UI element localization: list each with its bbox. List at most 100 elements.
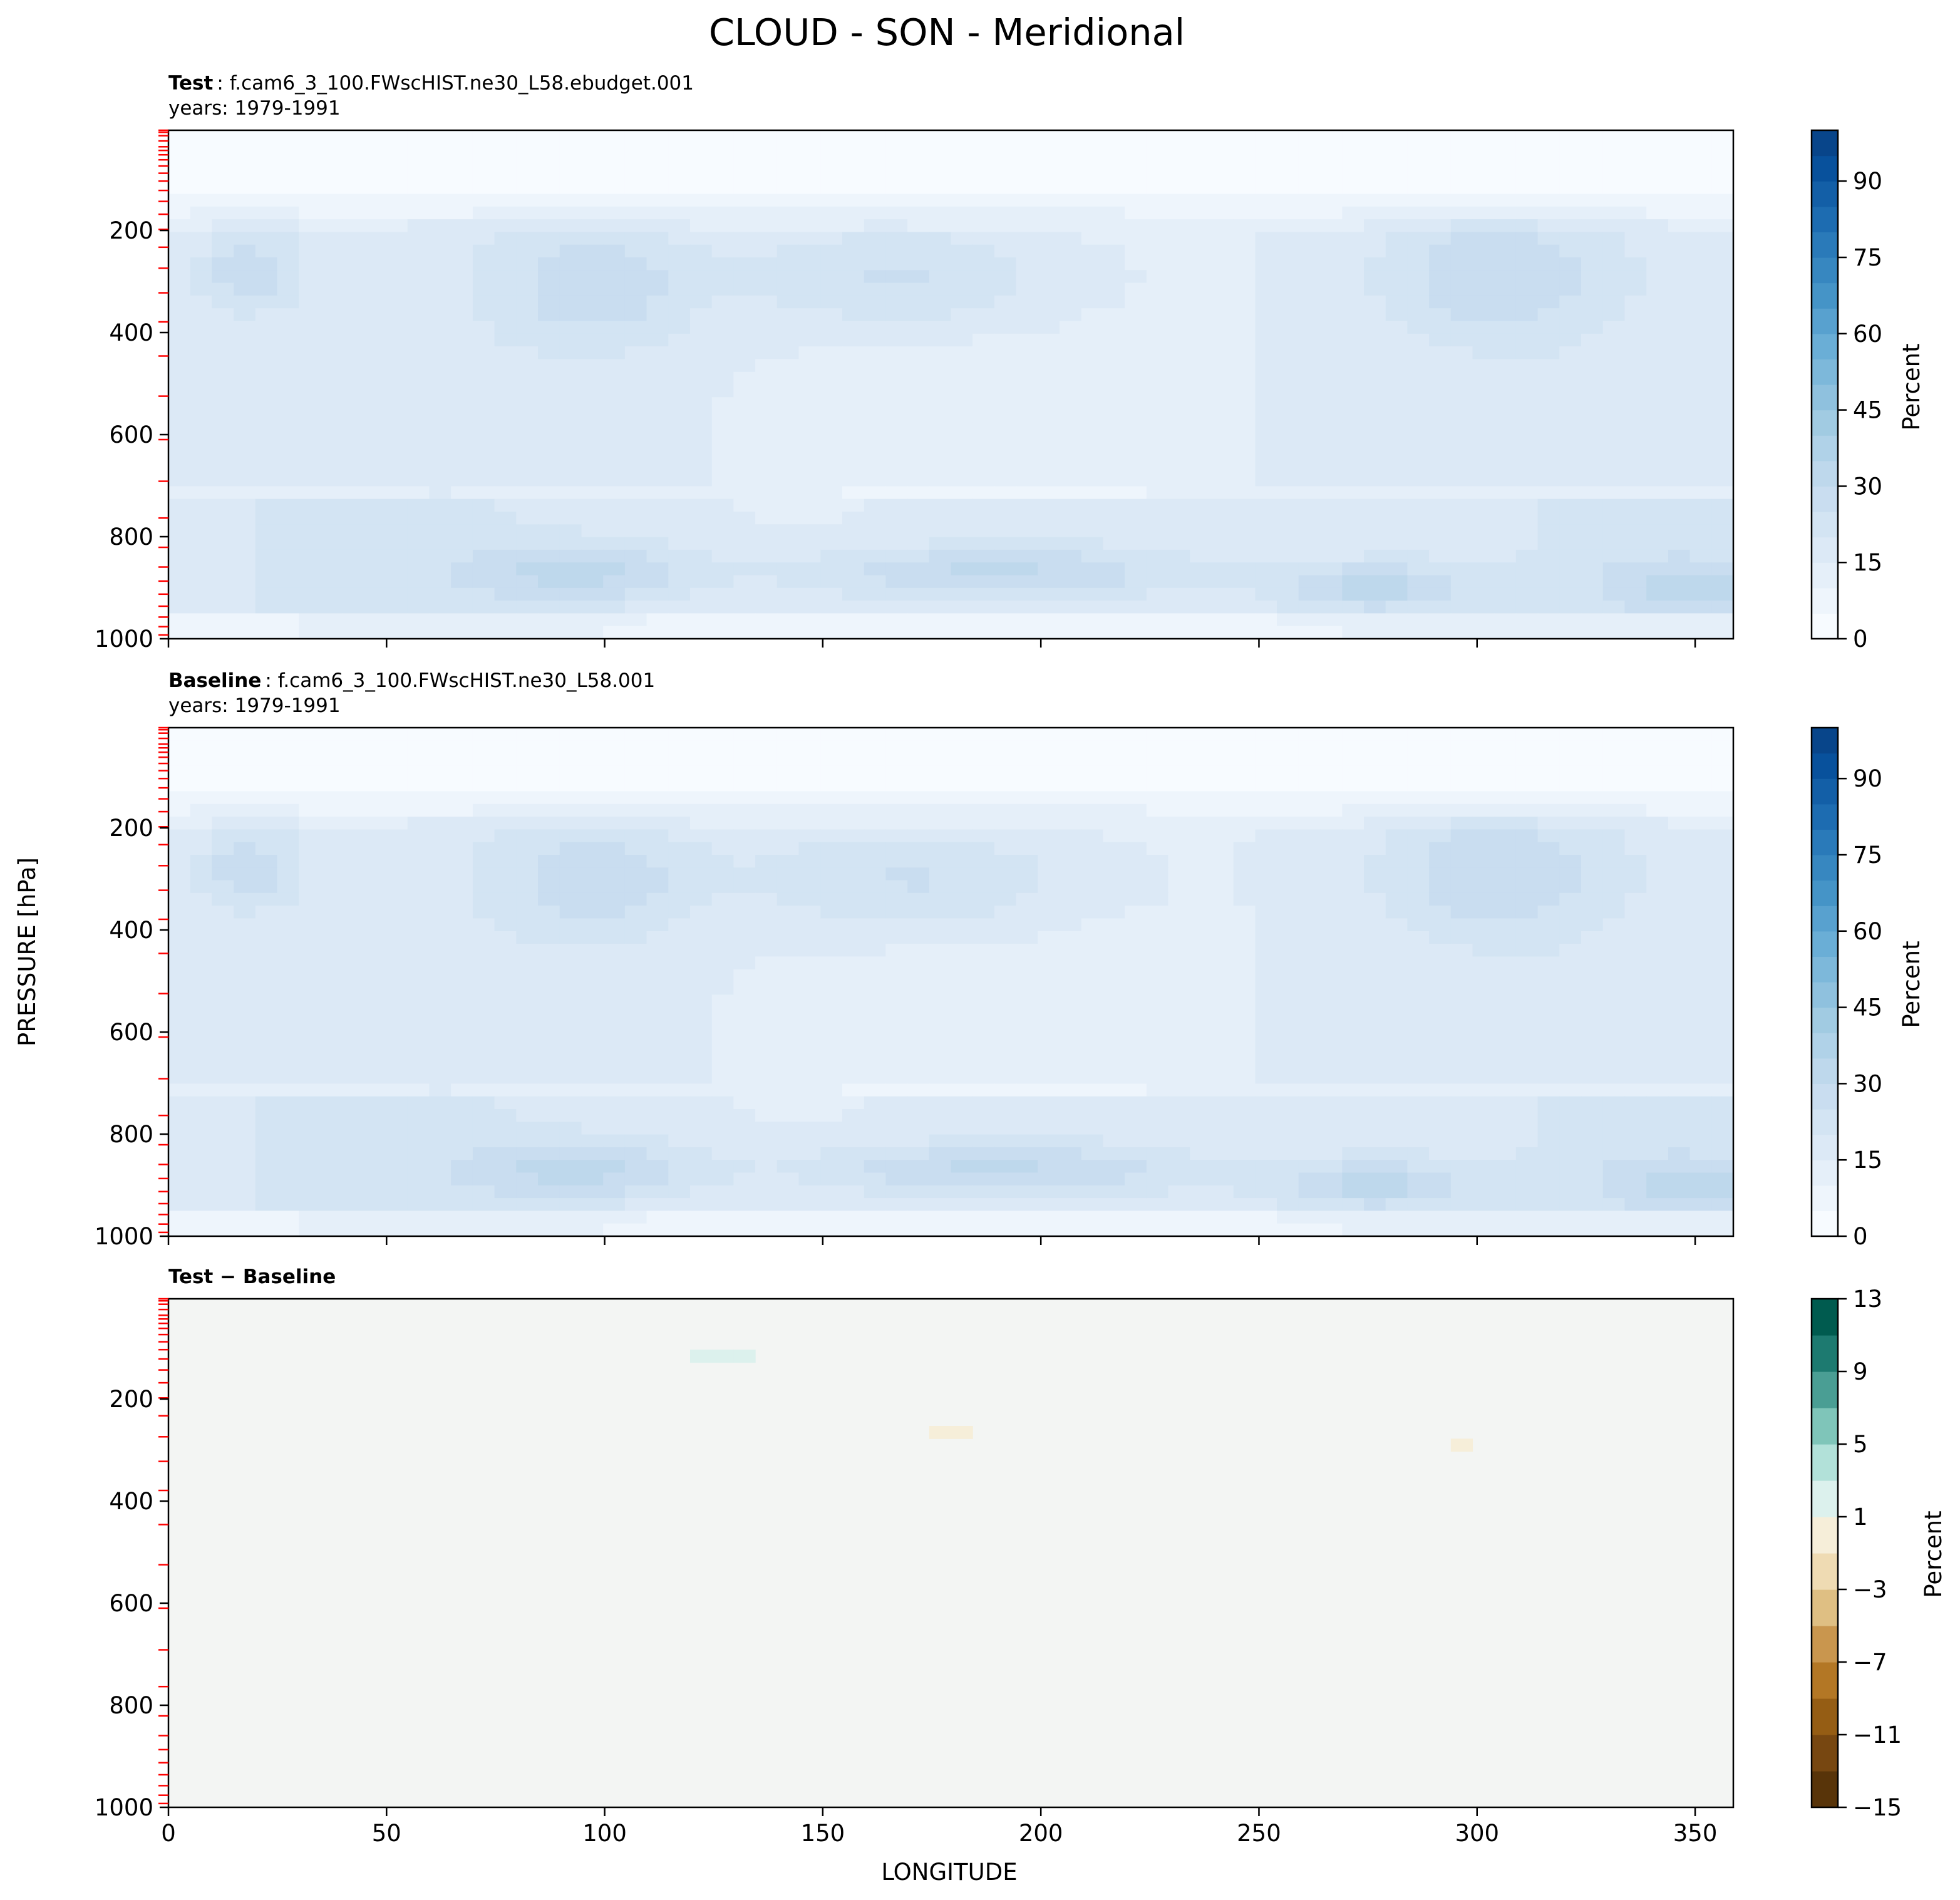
field-cell [1081,448,1104,462]
field-cell [1146,1007,1169,1021]
field-cell [1125,512,1147,525]
field-cell [1190,803,1212,817]
field-cell [1255,371,1277,385]
field-cell [538,371,560,385]
field-cell [864,778,886,792]
field-cell [1298,143,1321,157]
field-cell [1190,994,1212,1008]
field-cell [1233,346,1256,359]
field-cell [798,155,821,169]
field-cell [1168,524,1190,538]
field-cell [1125,1007,1147,1021]
field-cell [1190,728,1212,741]
field-cell [885,906,908,919]
field-cell [907,1020,930,1033]
field-cell [907,740,930,754]
field-cell [429,791,451,805]
field-cell [234,817,256,830]
field-cell [907,956,930,970]
field-cell [1298,206,1321,220]
field-cell [1559,486,1582,500]
field-cell [212,130,234,143]
field-cell [1038,969,1060,983]
field-cell [624,486,647,500]
field-cell [364,867,386,881]
field-cell [494,308,517,322]
field-cell [776,906,800,919]
field-cell [1212,524,1234,538]
field-cell [1038,765,1060,779]
field-cell [1472,282,1495,296]
field-cell [1168,778,1190,792]
field-cell [364,130,386,143]
field-cell [885,244,908,258]
field-cell [1581,257,1604,271]
field-cell [711,1045,734,1059]
field-cell [190,931,212,944]
field-cell [1190,740,1212,754]
field-cell [190,155,212,169]
field-cell [733,613,756,627]
field-cell [321,944,343,957]
field-cell [559,498,582,512]
field-cell [733,753,756,767]
field-cell [1320,791,1343,805]
field-cell [299,270,321,284]
field-cell [668,982,691,995]
field-cell [386,803,408,817]
field-cell [472,1058,495,1071]
field-cell [1581,740,1604,754]
field-cell [299,498,321,512]
field-cell [842,626,865,639]
field-cell [559,321,582,334]
field-cell [1125,562,1147,576]
field-cell [907,587,930,601]
field-cell [1103,448,1125,462]
field-cell [1125,435,1147,449]
field-cell [624,498,647,512]
field-cell [690,448,713,462]
field-cell [1472,829,1495,843]
field-cell [798,842,821,855]
field-cell [1103,486,1125,500]
field-cell [1320,194,1343,207]
field-cell [711,346,734,359]
field-cell [1060,1033,1082,1046]
field-cell [168,194,191,207]
field-cell [733,778,756,792]
field-cell [1298,410,1321,423]
field-cell [277,219,299,232]
field-cell [624,168,647,182]
field-cell [494,422,517,436]
field-cell [907,867,930,881]
field-cell [972,969,995,983]
field-cell [733,740,756,754]
field-cell [885,308,908,322]
field-cell [1277,944,1299,957]
field-cell [277,892,299,906]
field-cell [1711,906,1734,919]
field-cell [516,397,539,411]
field-cell [255,346,278,359]
field-cell [516,994,539,1008]
field-cell [451,880,473,894]
field-cell [407,181,430,195]
field-cell [581,371,604,385]
field-cell [299,295,321,309]
field-cell [1060,549,1082,563]
field-cell [1212,359,1234,373]
field-cell [1602,181,1626,195]
field-cell [1146,1071,1169,1084]
field-cell [972,587,995,601]
field-cell [190,232,212,245]
field-cell [212,765,234,779]
field-cell [364,829,386,843]
field-cell [690,486,713,500]
field-cell [603,1007,626,1021]
field-cell [1494,219,1517,232]
field-cell [1320,880,1343,894]
field-cell [820,817,843,830]
field-cell [1559,778,1582,792]
field-cell [190,359,212,373]
field-cell [516,537,539,550]
